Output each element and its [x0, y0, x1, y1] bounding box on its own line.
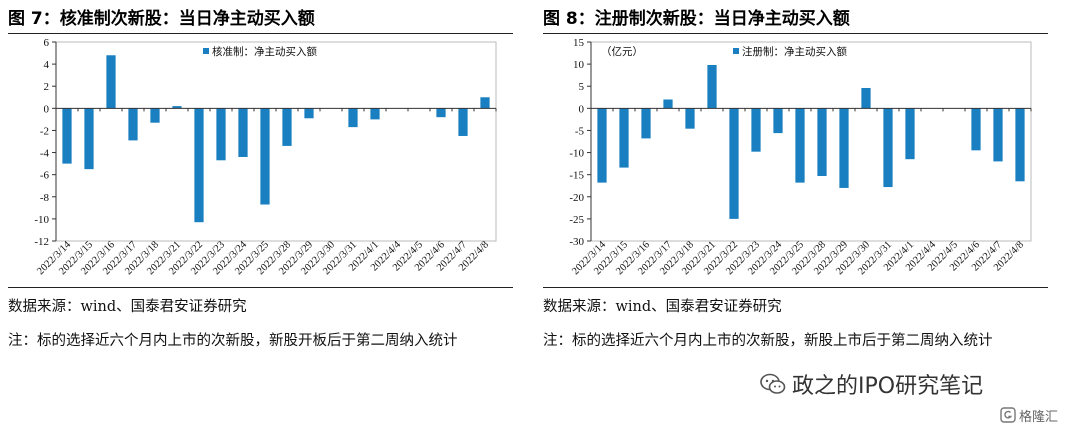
- fig7-y-tick-label: 6: [44, 37, 50, 49]
- fig8-bar: [971, 108, 981, 151]
- fig8-y-tick-label: -25: [569, 214, 584, 226]
- figure-7-note: 注：标的选择近六个月内上市的次新股，新股开板后于第二周纳入统计: [8, 333, 458, 349]
- fig7-bar: [62, 108, 72, 164]
- fig8-y-tick-label: 5: [579, 81, 585, 93]
- fig8-bar: [993, 108, 1003, 162]
- figure-8-bottom-rule: [543, 287, 1048, 288]
- fig7-bar: [106, 55, 116, 109]
- watermark-text: 政之的IPO研究笔记: [792, 374, 984, 399]
- fig8-bar: [773, 108, 783, 134]
- fig8-bar: [619, 108, 629, 168]
- figure-7-chart: 6420-2-4-6-8-10-122022/3/142022/3/152022…: [34, 37, 497, 277]
- fig7-bar: [304, 108, 314, 119]
- gelonghui-text: 格隆汇: [1019, 409, 1059, 425]
- fig8-bar: [663, 99, 673, 109]
- figure-7-bottom-rule: [8, 287, 513, 288]
- fig8-y-tick-label: -15: [569, 170, 584, 182]
- fig8-bar: [861, 87, 871, 109]
- fig8-bar: [751, 108, 761, 152]
- fig7-y-tick-label: -8: [40, 192, 50, 204]
- watermark: 政之的IPO研究笔记: [760, 364, 1070, 404]
- fig8-bar: [817, 108, 827, 176]
- fig8-bar: [707, 64, 717, 109]
- fig7-bar: [480, 97, 490, 109]
- fig8-bar: [1015, 108, 1025, 182]
- fig7-y-tick-label: 0: [44, 103, 50, 115]
- figure-8-chart: 151050-5-10-15-20-25-302022/3/142022/3/1…: [569, 37, 1032, 277]
- fig8-y-tick-label: 0: [579, 103, 585, 115]
- fig8-y-tick-label: -20: [569, 192, 584, 204]
- fig7-bar: [436, 108, 446, 118]
- fig7-bar: [194, 108, 204, 223]
- figure-7-source: 数据来源：wind、国泰君安证券研究: [8, 299, 247, 315]
- fig7-legend: 核准制：净主动买入额: [203, 45, 317, 58]
- fig8-bar: [729, 108, 739, 219]
- fig7-y-tick-label: 4: [44, 59, 50, 71]
- fig7-y-tick-label: 2: [44, 81, 50, 93]
- fig8-y-tick-label: -30: [569, 236, 584, 248]
- fig7-bar: [150, 108, 160, 123]
- fig7-plot-frame: [55, 41, 497, 242]
- fig7-legend-label: 核准制：净主动买入额: [212, 45, 317, 58]
- fig8-y-tick-label: 10: [573, 59, 585, 71]
- figure-7-title-rule: [8, 33, 513, 34]
- fig7-bar: [260, 108, 270, 205]
- fig8-legend-swatch: [733, 48, 739, 54]
- figure-7-panel: 图 7：核准制次新股：当日净主动买入额 6 4 2 0 -2 -4 -6 -8 -10 -12 20…: [8, 0, 528, 431]
- fig7-bar: [348, 108, 358, 128]
- figure-8-title-rule: [543, 33, 1048, 34]
- fig8-y-tick-label: 15: [573, 37, 585, 49]
- fig7-bar: [216, 108, 226, 161]
- fig7-bar: [370, 108, 380, 120]
- fig8-bar: [641, 108, 651, 139]
- fig7-bar: [238, 108, 248, 157]
- fig8-bar: [597, 108, 607, 183]
- fig8-y-tick-label: -5: [575, 125, 585, 137]
- fig8-bar: [795, 108, 805, 183]
- fig7-bar: [128, 108, 138, 141]
- fig8-bar: [839, 108, 849, 188]
- fig8-legend-label: 注册制：净主动买入额: [742, 45, 847, 58]
- fig8-plot-frame: [590, 41, 1032, 242]
- fig7-y-tick-label: -10: [34, 214, 49, 226]
- fig8-bar: [685, 108, 695, 129]
- fig7-bar: [84, 108, 94, 170]
- fig7-y-tick-label: -6: [40, 170, 50, 182]
- figure-7-title: 图 7：核准制次新股：当日净主动买入额: [8, 9, 315, 29]
- fig8-legend: 注册制：净主动买入额: [733, 45, 847, 58]
- fig8-bar: [883, 108, 893, 188]
- fig7-y-tick-label: -2: [40, 125, 49, 137]
- gelonghui-logo-icon: [1000, 407, 1016, 423]
- fig8-y-tick-label: -10: [569, 148, 584, 160]
- figure-8-panel: 图 8：注册制次新股：当日净主动买入额 15 10 5 0 -5 -10 -15 -20 -25…: [543, 0, 1063, 431]
- fig7-bar: [172, 106, 182, 109]
- figure-8-note: 注：标的选择近六个月内上市的次新股，新股上市后于第二周纳入统计: [543, 333, 993, 349]
- fig7-bar: [282, 108, 292, 146]
- gelonghui-badge: 格隆汇: [1000, 404, 1058, 426]
- fig7-y-tick-label: -4: [40, 148, 50, 160]
- fig8-unit-label: （亿元）: [601, 45, 643, 58]
- figure-8-source: 数据来源：wind、国泰君安证券研究: [543, 299, 782, 315]
- fig8-bar: [905, 108, 915, 160]
- figure-8-title: 图 8：注册制次新股：当日净主动买入额: [543, 9, 850, 29]
- wechat-icon: [760, 373, 786, 394]
- fig7-y-tick-label: -12: [34, 236, 49, 248]
- fig7-bar: [458, 108, 468, 136]
- fig7-legend-swatch: [203, 48, 209, 54]
